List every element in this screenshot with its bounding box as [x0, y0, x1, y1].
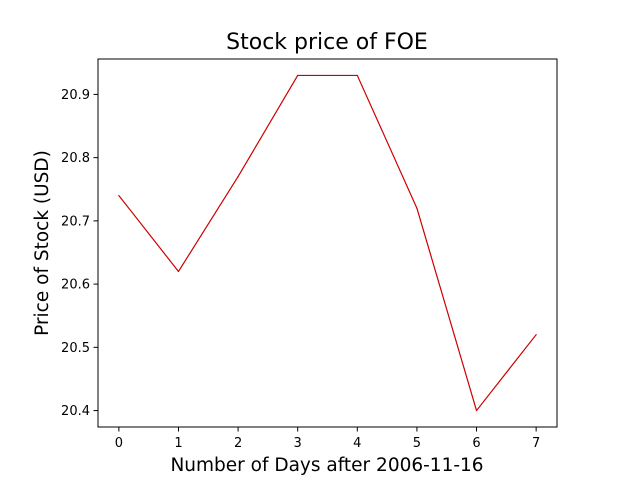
y-tick-label: 20.8 [61, 151, 90, 166]
x-tick-label: 0 [115, 436, 123, 451]
x-tick-label: 4 [353, 436, 361, 451]
data-point [118, 194, 120, 197]
data-point [237, 176, 239, 178]
data-point [535, 334, 537, 336]
series-layer [118, 74, 537, 412]
data-point [475, 409, 478, 412]
y-axis-title: Price of Stock (USD) [32, 150, 53, 336]
x-tick-label: 5 [413, 436, 421, 451]
y-tick-label: 20.6 [61, 278, 90, 293]
y-tick-label: 20.7 [61, 214, 90, 229]
x-tick-label: 2 [234, 436, 242, 451]
y-tick-label: 20.9 [61, 88, 90, 103]
x-tick-label: 6 [472, 436, 480, 451]
y-tick-label: 20.4 [61, 404, 90, 419]
y-tick-label: 20.5 [61, 341, 90, 356]
y-axis: 20.4 20.5 20.6 20.7 20.8 20.9 [61, 88, 98, 419]
chart-title: Stock price of FOE [226, 30, 428, 55]
data-point [416, 207, 418, 209]
x-axis-title: Number of Days after 2006-11-16 [170, 455, 483, 476]
plot-frame [97, 58, 558, 428]
data-point [297, 74, 299, 77]
data-point [356, 74, 358, 77]
x-tick-label: 3 [294, 436, 302, 451]
data-point [177, 270, 180, 273]
series-line [118, 74, 537, 412]
x-tick-label: 7 [532, 436, 540, 451]
x-axis: 0 1 2 3 4 5 6 7 [115, 427, 540, 451]
x-tick-label: 1 [174, 436, 182, 451]
